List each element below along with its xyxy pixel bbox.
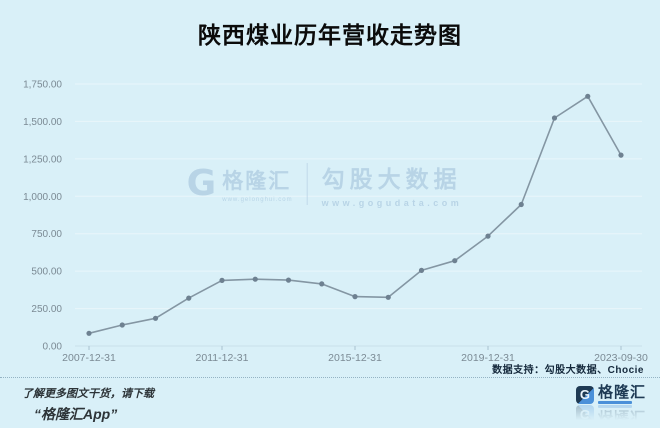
data-point bbox=[618, 152, 624, 158]
footer-logo: G 格隆汇 G 格隆汇 bbox=[575, 384, 646, 425]
data-point bbox=[485, 233, 491, 239]
data-point bbox=[551, 115, 558, 121]
x-axis-label: 2011-12-31 bbox=[196, 352, 249, 364]
y-axis-label: 250.00 bbox=[31, 304, 62, 315]
promo-text: 了解更多图文干货，请下载 bbox=[22, 388, 154, 400]
gelonghui-g-icon: G bbox=[575, 385, 594, 404]
gelonghui-logo-reflection: G 格隆汇 bbox=[575, 405, 646, 425]
data-point bbox=[385, 294, 391, 300]
x-axis-label: 2007-12-31 bbox=[62, 352, 116, 364]
data-support-credit: 数据支持：勾股大数据、Chocie bbox=[492, 365, 644, 376]
y-axis-label: 750.00 bbox=[31, 229, 62, 240]
chart-title: 陕西煤业历年营收走势图 bbox=[198, 22, 462, 48]
data-point bbox=[119, 322, 125, 328]
data-point bbox=[352, 294, 358, 300]
y-axis-label: 0.00 bbox=[43, 342, 63, 353]
data-point bbox=[319, 281, 325, 287]
y-axis-label: 1,750.00 bbox=[23, 80, 62, 91]
data-point bbox=[152, 315, 159, 321]
y-axis-label: 500.00 bbox=[31, 267, 62, 278]
data-point bbox=[219, 277, 225, 283]
data-point bbox=[186, 295, 192, 301]
data-point bbox=[252, 276, 258, 282]
x-axis-label: 2015-12-31 bbox=[328, 352, 382, 364]
data-point bbox=[585, 93, 591, 99]
y-axis-label: 1,000.00 bbox=[23, 192, 62, 203]
y-axis-label: 1,250.00 bbox=[23, 154, 62, 165]
footer-promo: 了解更多图文干货，请下载 “格隆汇App” bbox=[22, 385, 154, 424]
data-point bbox=[86, 330, 92, 336]
x-axis-label: 2023-09-30 bbox=[594, 352, 648, 364]
footer-divider bbox=[0, 377, 660, 378]
revenue-line-chart: 0.00 250.00 500.00 750.00 1,000.00 1,250.00 1,… bbox=[23, 80, 648, 365]
y-axis-label: 1,500.00 bbox=[23, 117, 62, 128]
data-point bbox=[518, 201, 524, 208]
data-point bbox=[452, 258, 458, 264]
gelonghui-logo: G 格隆汇 bbox=[575, 384, 646, 404]
gelonghui-logo-accent bbox=[597, 401, 632, 404]
x-axis-label: 2019-12-31 bbox=[461, 352, 515, 364]
gelonghui-logo-text: 格隆汇 bbox=[597, 384, 646, 401]
data-point bbox=[418, 267, 425, 273]
promo-app-name: “格隆汇App” bbox=[34, 406, 118, 422]
data-point bbox=[285, 277, 292, 283]
